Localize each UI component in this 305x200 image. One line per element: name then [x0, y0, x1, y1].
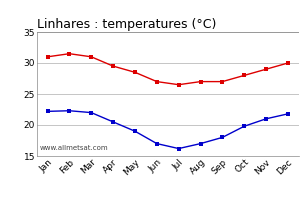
- Text: Linhares : temperatures (°C): Linhares : temperatures (°C): [37, 18, 216, 31]
- Text: www.allmetsat.com: www.allmetsat.com: [39, 145, 108, 151]
